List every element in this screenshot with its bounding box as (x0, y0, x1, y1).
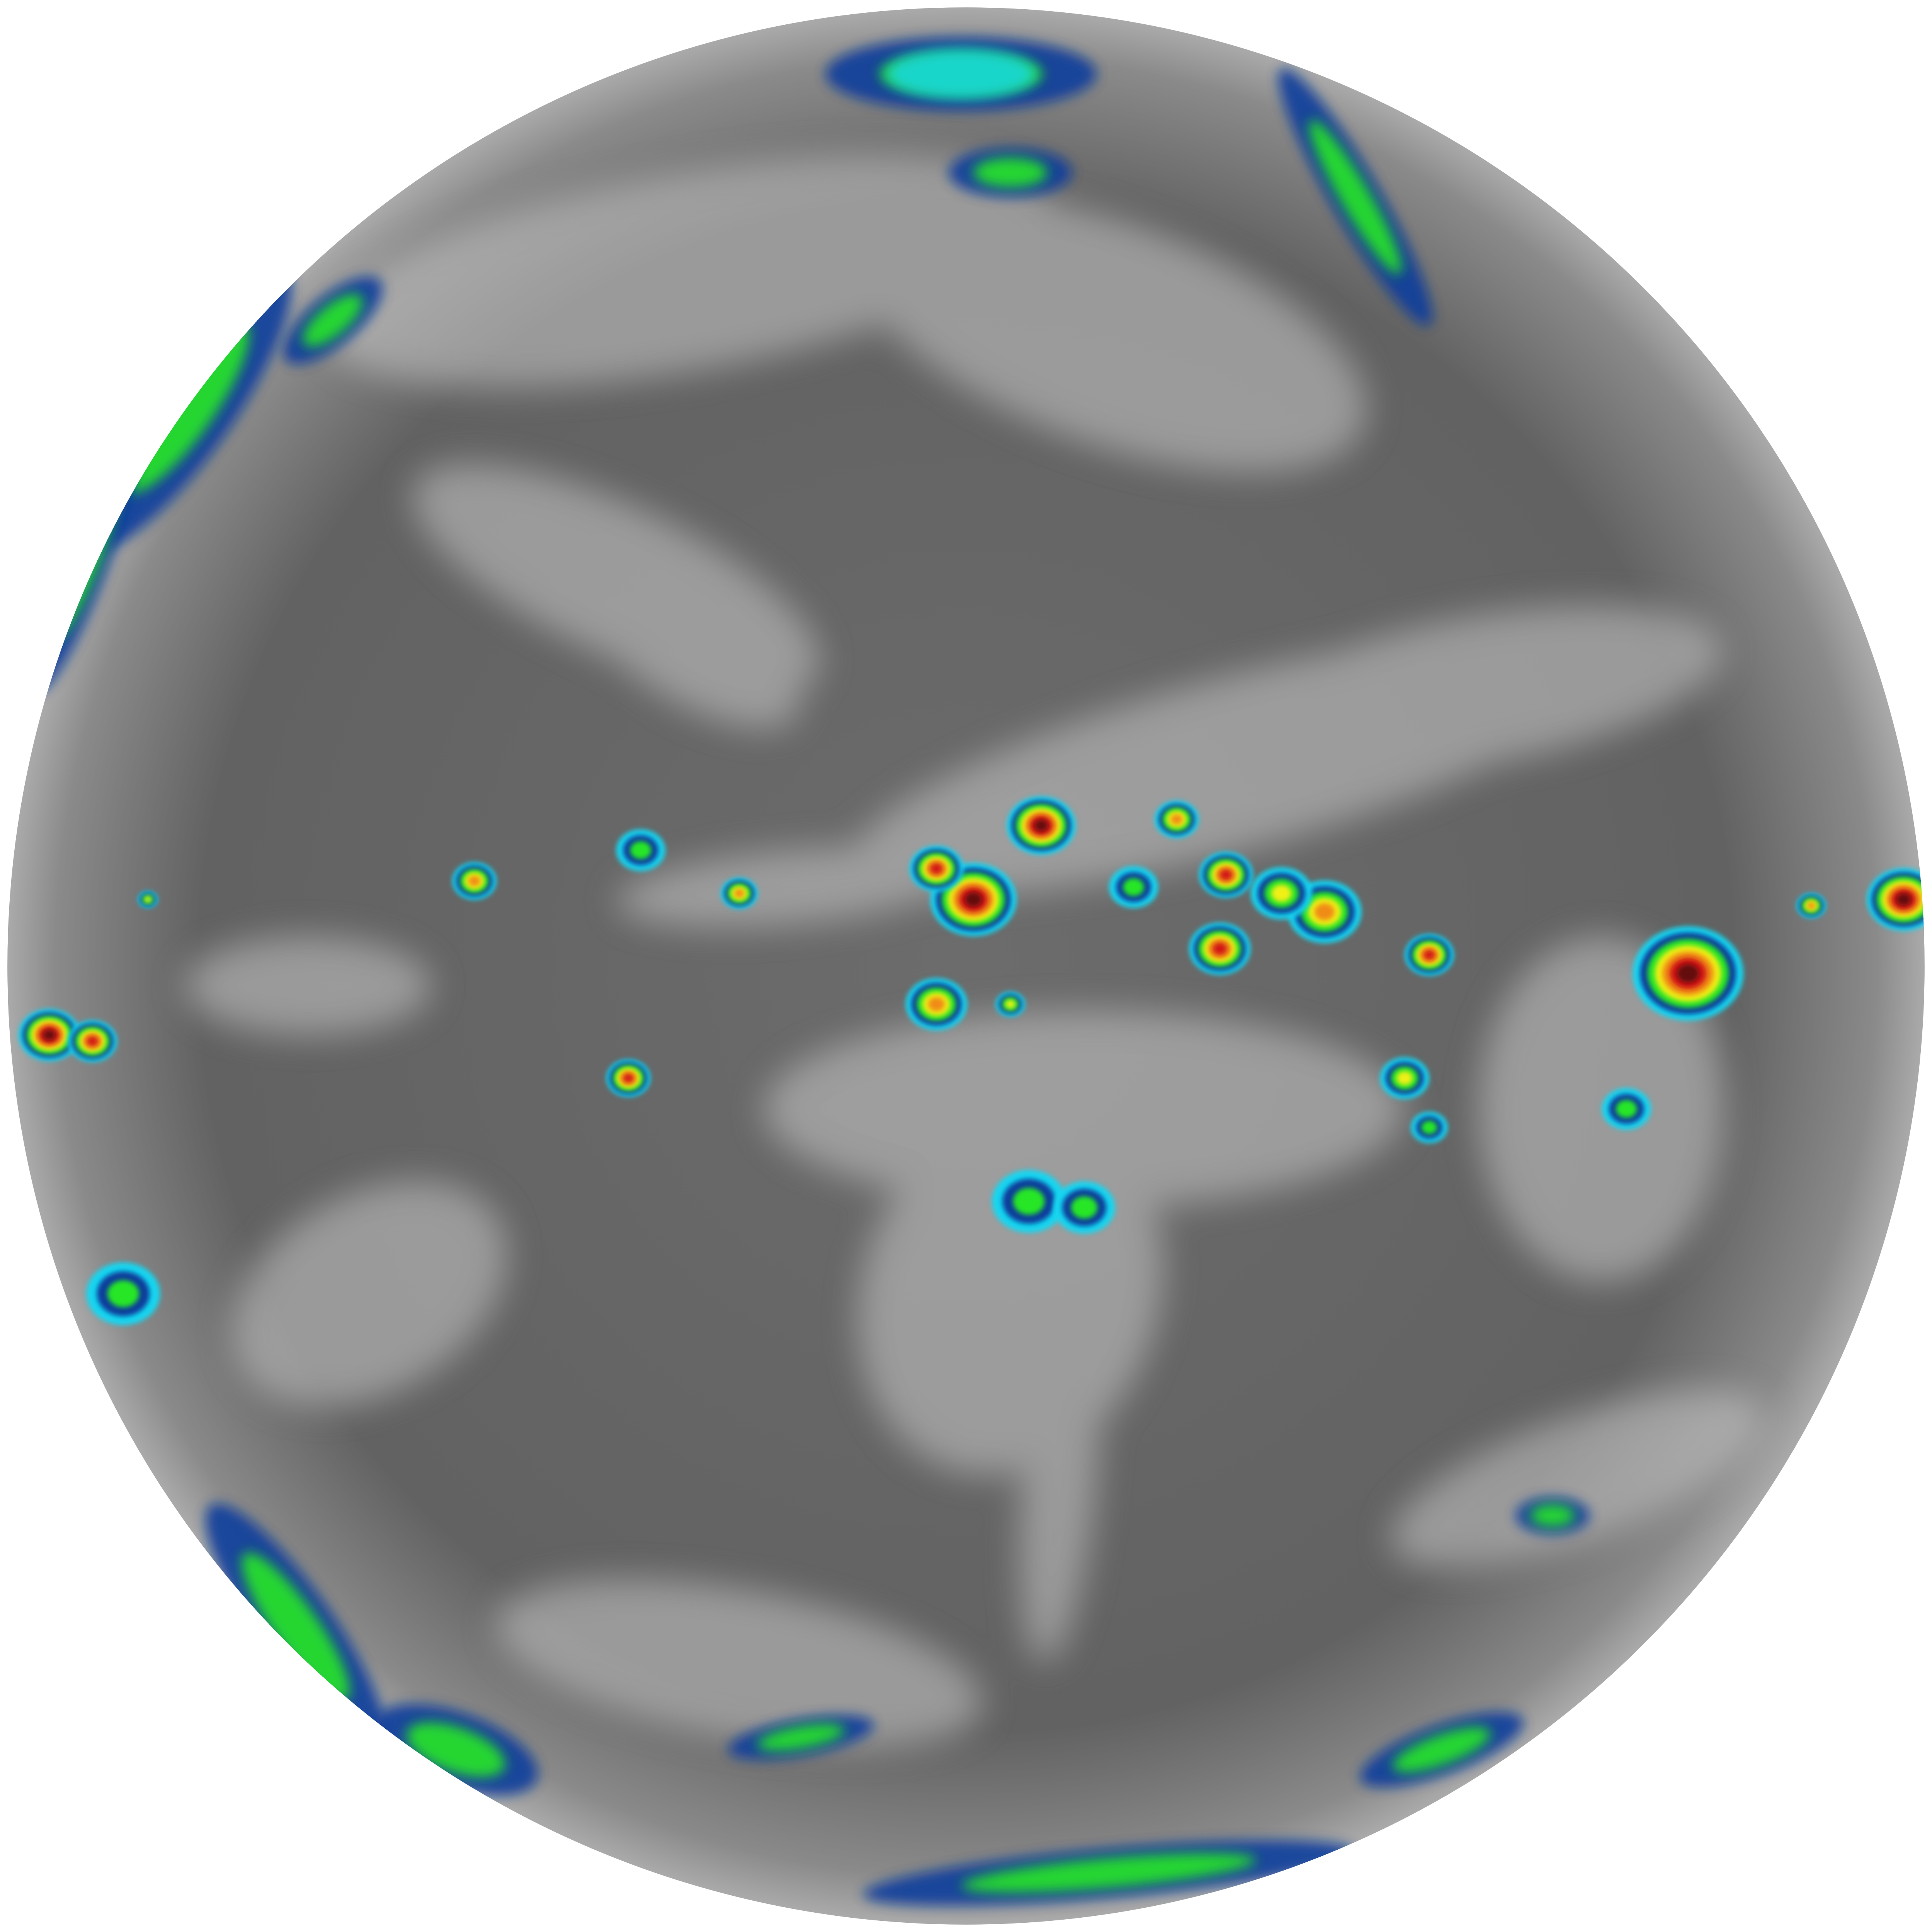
cold-band (1530, 1504, 1575, 1527)
cold-band (757, 1724, 845, 1751)
storm-cell (964, 892, 982, 907)
cloud-band (232, 1180, 507, 1407)
storm-cell (43, 1030, 56, 1041)
storm-cell (1314, 903, 1335, 920)
storm-cell (1423, 950, 1435, 960)
storm-cell (468, 876, 481, 886)
storm-cell (1677, 964, 1699, 983)
storm-cell (1616, 1100, 1637, 1118)
cloud-band (764, 1010, 1405, 1208)
storm-cell (1213, 942, 1227, 955)
storm-cell (1005, 1000, 1015, 1009)
cloud-band (580, 578, 800, 728)
cold-band (1393, 1727, 1491, 1772)
storm-cell (630, 841, 651, 859)
cold-band (961, 1853, 1257, 1893)
storm-cell (928, 997, 945, 1012)
storm-cell (87, 1036, 98, 1046)
storm-cell (1807, 902, 1815, 909)
storm-cell (1271, 884, 1292, 902)
storm-cell (1396, 1071, 1413, 1085)
storm-cell (1013, 1188, 1045, 1215)
storm-cell (1219, 869, 1233, 880)
storm-cell (1170, 814, 1183, 825)
storm-cell (145, 896, 151, 903)
cold-band (973, 158, 1048, 187)
storm-cell (930, 863, 943, 874)
storm-cell (107, 1280, 139, 1308)
storm-cell (623, 1073, 634, 1083)
cloud-band (185, 936, 432, 1035)
cloud-band (496, 1579, 983, 1748)
storm-cell (1034, 820, 1048, 832)
cold-band (887, 49, 1035, 99)
storm-cell (1123, 878, 1145, 896)
cloud-band (325, 155, 1054, 388)
cloud-band (1019, 1294, 1100, 1663)
cold-band (1309, 120, 1402, 274)
cloud-band (617, 847, 961, 927)
cold-band (303, 294, 363, 347)
storm-cell (1896, 893, 1911, 906)
storm-cell (1071, 1196, 1098, 1219)
cloud-band (1391, 1389, 1764, 1568)
storm-cell (734, 889, 745, 898)
cloud-layer (185, 155, 1764, 1748)
storm-cell (1421, 1121, 1437, 1134)
cloud-band (851, 193, 1367, 472)
cold-band (406, 1722, 505, 1777)
cloud-band (1235, 605, 1722, 775)
cold-band (242, 1553, 350, 1701)
